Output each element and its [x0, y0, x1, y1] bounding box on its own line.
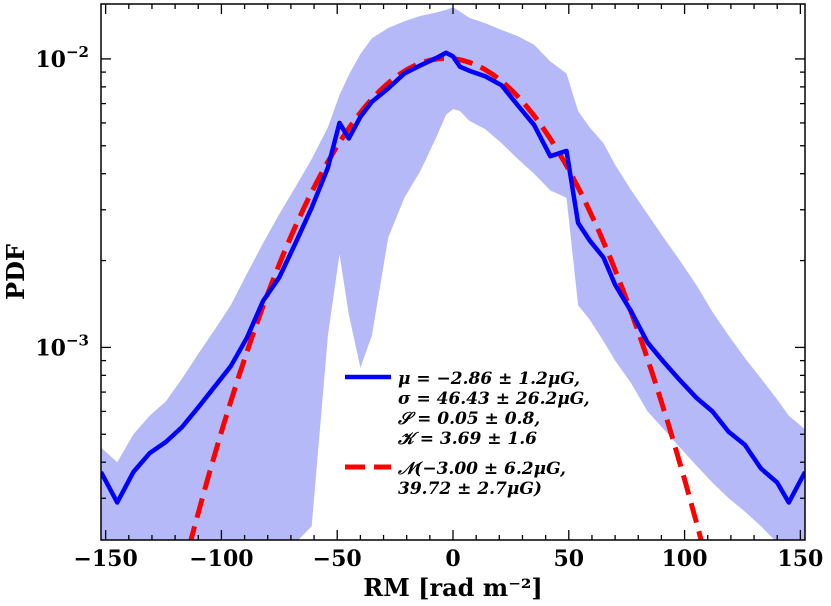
series-measured-pdf	[101, 50, 805, 505]
legend-label: σ = 46.43 ± 26.2μG,	[398, 389, 590, 409]
y-tick-labels: 10−3 10−2	[35, 43, 89, 361]
x-tick-label: −100	[189, 546, 253, 572]
y-tick-label: 10−2	[35, 43, 89, 73]
legend-label: 39.72 ± 2.7μG)	[398, 479, 542, 499]
confidence-band	[101, 7, 805, 540]
legend-label: 𝒩(−3.00 ± 6.2μG,	[397, 459, 566, 479]
legend-label: 𝒦 = 3.69 ± 1.6	[397, 429, 537, 449]
legend: μ = −2.86 ± 1.2μG,σ = 46.43 ± 26.2μG,𝒮 =…	[345, 369, 590, 499]
legend-label: 𝒮 = 0.05 ± 0.8,	[397, 409, 540, 429]
x-tick-label: 100	[662, 546, 708, 572]
x-tick-label: 0	[445, 546, 460, 572]
x-tick-label: −50	[313, 546, 362, 572]
plot-area	[101, 7, 805, 540]
y-axis-label: PDF	[1, 244, 30, 300]
x-tick-labels: −150 −100 −50 0 50 100 150	[73, 546, 823, 572]
x-axis-label: RM [rad m⁻²]	[363, 573, 542, 602]
legend-label: μ = −2.86 ± 1.2μG,	[398, 369, 580, 389]
axis-ticks	[101, 4, 805, 540]
x-tick-label: −150	[73, 546, 137, 572]
x-tick-label: 150	[777, 546, 823, 572]
x-tick-label: 50	[553, 546, 584, 572]
y-tick-label: 10−3	[35, 331, 89, 361]
series-gaussian-fit	[188, 55, 704, 540]
